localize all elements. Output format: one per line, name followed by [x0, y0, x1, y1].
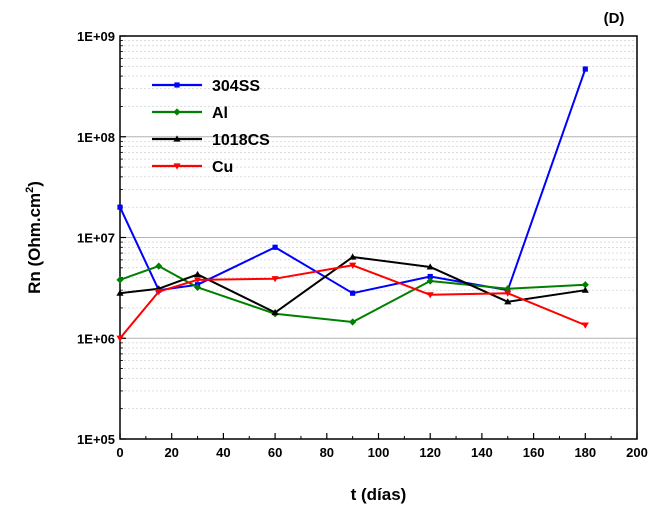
x-tick-label: 20 — [164, 445, 178, 460]
data-point-cu — [271, 276, 279, 283]
series-304ss — [117, 66, 588, 296]
series-line-1018cs — [119, 256, 586, 314]
y-axis-title-close: ) — [25, 181, 44, 187]
grid — [120, 35, 637, 440]
x-tick-label: 60 — [268, 445, 282, 460]
y-tick-label: 1E+05 — [77, 432, 115, 447]
data-point-al — [116, 276, 124, 284]
data-point-1018cs — [193, 270, 202, 278]
legend-item-304ss: 304SS — [152, 78, 260, 95]
data-point-304ss — [427, 273, 433, 280]
data-point-cu — [504, 290, 512, 297]
y-tick-label: 1E+09 — [77, 29, 115, 44]
x-tick-label: 160 — [523, 445, 545, 460]
legend: 304SS Al 1018CS Cu — [152, 78, 270, 176]
x-tick-labels: 0 20 40 60 80 100 120 140 160 180 200 — [116, 445, 647, 460]
legend-label-1018cs: 1018CS — [212, 132, 270, 149]
data-point-304ss — [350, 290, 356, 296]
y-axis-title-main: Rn (Ohm.cm — [25, 193, 44, 294]
legend-label-cu: Cu — [212, 159, 233, 176]
legend-marker-cu — [173, 163, 181, 170]
x-tick-label: 200 — [626, 445, 648, 460]
x-tick-label: 80 — [320, 445, 334, 460]
x-tick-label: 100 — [368, 445, 390, 460]
series-cu — [116, 262, 589, 342]
y-tick-label: 1E+08 — [77, 130, 115, 145]
y-tick-labels: 1E+05 1E+06 1E+07 1E+08 1E+09 — [77, 29, 115, 447]
legend-item-cu: Cu — [152, 159, 233, 176]
legend-marker-304ss — [174, 82, 180, 88]
data-point-cu — [426, 292, 434, 299]
x-axis-title: t (días) — [351, 485, 407, 504]
x-tick-label: 40 — [216, 445, 230, 460]
data-point-cu — [155, 289, 163, 296]
data-point-cu — [349, 262, 357, 269]
legend-label-al: Al — [212, 105, 228, 122]
data-point-cu — [193, 277, 202, 284]
legend-item-al: Al — [152, 105, 228, 122]
x-tick-label: 140 — [471, 445, 493, 460]
data-point-304ss — [272, 244, 278, 250]
data-point-al — [581, 281, 589, 289]
data-point-1018cs — [349, 253, 357, 260]
y-tick-label: 1E+07 — [77, 231, 115, 246]
data-point-304ss — [117, 204, 123, 210]
data-point-al — [504, 285, 512, 293]
y-tick-label: 1E+06 — [77, 331, 115, 346]
data-point-al — [193, 283, 202, 291]
data-point-1018cs — [426, 263, 434, 270]
legend-item-1018cs: 1018CS — [152, 132, 270, 149]
y-axis-title: Rn (Ohm.cm2) — [24, 181, 44, 294]
series-line-cu — [119, 264, 586, 339]
x-tick-label: 120 — [419, 445, 441, 460]
y-axis-title-superscript: 2 — [24, 187, 36, 193]
legend-label-304ss: 304SS — [212, 78, 260, 95]
data-point-cu — [116, 335, 124, 342]
data-point-1018cs — [581, 286, 589, 293]
data-point-al — [155, 262, 163, 270]
data-point-al — [349, 318, 357, 326]
data-point-304ss — [582, 66, 588, 72]
panel-label: (D) — [604, 10, 625, 27]
legend-marker-1018cs — [173, 135, 181, 142]
legend-marker-al — [173, 108, 181, 116]
axis-ticks — [119, 35, 638, 440]
data-point-al — [426, 277, 434, 285]
data-point-1018cs — [116, 289, 124, 296]
x-tick-label: 0 — [116, 445, 123, 460]
series-layer — [116, 66, 589, 342]
x-tick-label: 180 — [574, 445, 596, 460]
data-point-cu — [581, 322, 589, 329]
series-line-al — [119, 265, 586, 323]
data-point-1018cs — [271, 308, 279, 316]
data-point-1018cs — [504, 298, 512, 305]
